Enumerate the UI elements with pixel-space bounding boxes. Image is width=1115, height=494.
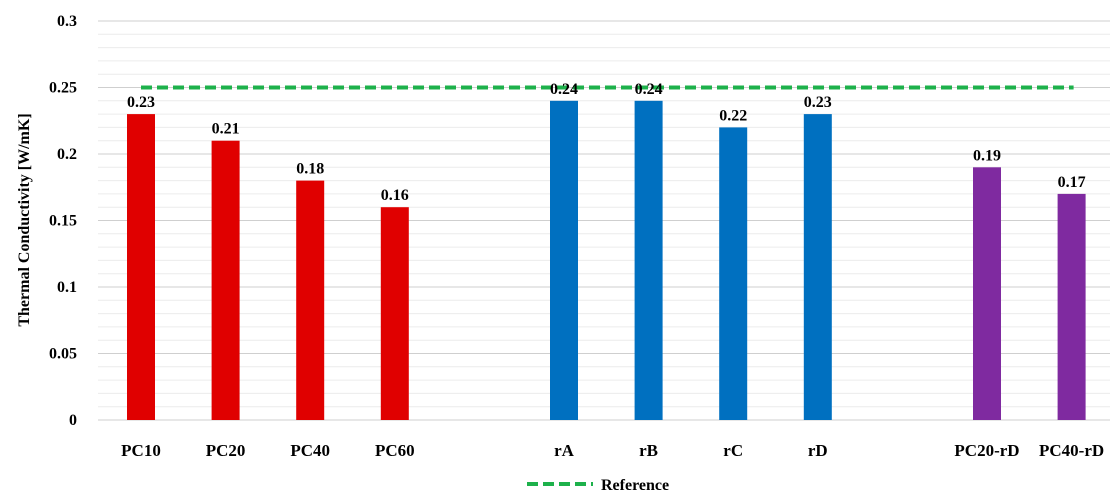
category-label-pc40: PC40 <box>290 441 330 460</box>
data-label-pc20-rd: 0.19 <box>973 147 1001 164</box>
data-label-rc: 0.22 <box>719 107 747 124</box>
y-tick-label: 0 <box>69 412 77 429</box>
data-label-rb: 0.24 <box>635 81 663 98</box>
category-label-pc60: PC60 <box>375 441 415 460</box>
data-label-pc10: 0.23 <box>127 94 155 111</box>
data-label-pc40-rd: 0.17 <box>1058 174 1086 191</box>
category-label-pc20: PC20 <box>206 441 246 460</box>
category-label-pc20-rd: PC20-rD <box>954 441 1019 460</box>
bar-rb <box>634 100 663 421</box>
data-label-pc60: 0.16 <box>381 187 409 204</box>
bars <box>127 100 1086 421</box>
y-axis-title: Thermal Conductivity [W/mK] <box>16 113 33 326</box>
bar-pc40-rd <box>1057 193 1086 420</box>
y-tick-label: 0.2 <box>57 146 77 163</box>
data-label-ra: 0.24 <box>550 81 578 98</box>
bar-rd <box>803 114 832 420</box>
y-axis-ticks: 0 0.05 0.1 0.15 0.2 0.25 0.3 <box>49 13 77 429</box>
y-tick-label: 0.25 <box>49 80 77 97</box>
bar-pc20 <box>211 140 240 420</box>
category-label-pc40-rd: PC40-rD <box>1039 441 1104 460</box>
category-label-rb: rB <box>639 441 658 460</box>
data-label-pc40: 0.18 <box>296 161 324 178</box>
data-labels: 0.23 0.21 0.18 0.16 0.24 0.24 0.22 0.23 0.19 0.17 <box>127 81 1086 204</box>
data-label-rd: 0.23 <box>804 94 832 111</box>
legend: Reference <box>527 477 669 494</box>
data-label-pc20: 0.21 <box>212 121 240 138</box>
y-tick-label: 0.15 <box>49 213 77 230</box>
y-tick-label: 0.05 <box>49 346 77 363</box>
bar-pc20-rd <box>973 167 1001 420</box>
category-label-ra: rA <box>554 441 575 460</box>
y-tick-label: 0.1 <box>57 279 77 296</box>
legend-reference-label: Reference <box>601 477 669 494</box>
category-label-rc: rC <box>723 441 743 460</box>
y-tick-label: 0.3 <box>57 13 77 30</box>
bar-pc60 <box>380 207 409 420</box>
category-labels: PC10 PC20 PC40 PC60 rA rB rC rD PC20-rD PC40-rD <box>121 441 1104 460</box>
category-label-pc10: PC10 <box>121 441 161 460</box>
bar-pc10 <box>127 114 155 420</box>
bar-rc <box>719 127 748 421</box>
bar-ra <box>550 100 578 421</box>
category-label-rd: rD <box>808 441 828 460</box>
bar-pc40 <box>296 180 325 420</box>
